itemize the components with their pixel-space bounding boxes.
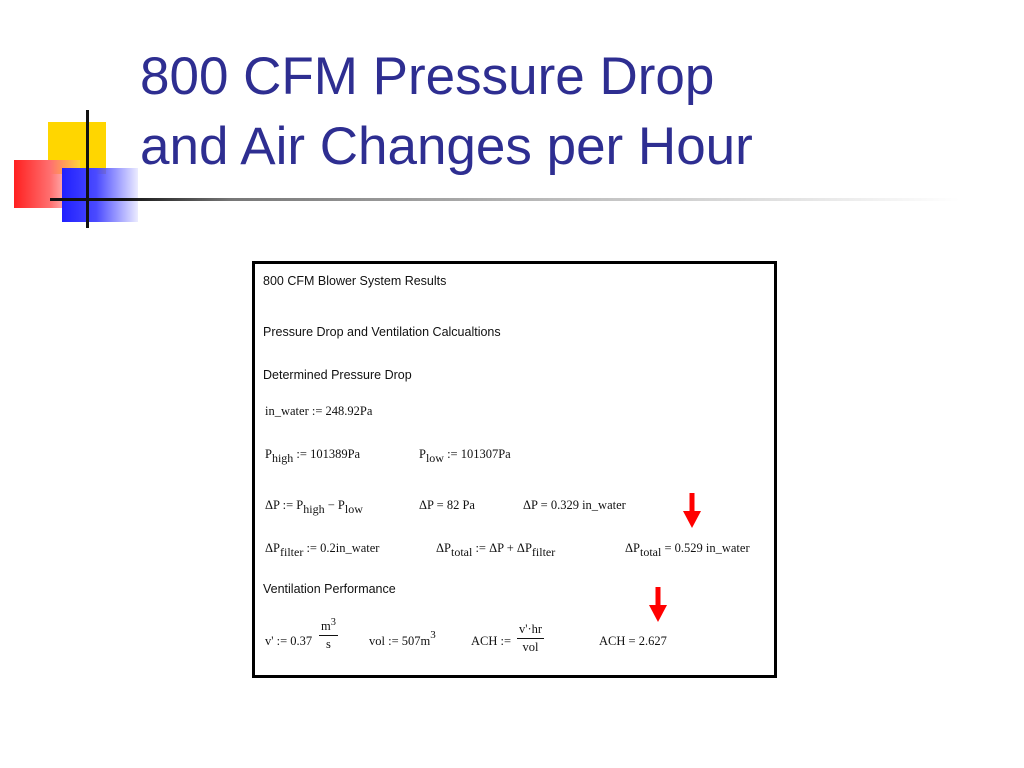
dp-pa-result: ΔP = 82 Pa [419, 498, 475, 512]
vol-definition: vol := 507m3 [369, 630, 436, 649]
ach-definition-lhs: ACH := [471, 634, 512, 648]
p-high-definition: Phigh := 101389Pa [265, 447, 361, 465]
title-underline [50, 198, 960, 201]
v-unit-fraction: m3 s [319, 617, 338, 652]
section-ventilation: Ventilation Performance [263, 582, 396, 596]
ach-denominator: vol [522, 640, 539, 654]
dp-filter-definition: ΔPfilter := 0.2in_water [265, 541, 380, 559]
dp-filter-symbol: ΔP [265, 541, 280, 555]
dp-def-part-a: ΔP := P [265, 498, 304, 512]
dp-filter-subscript: filter [280, 545, 304, 559]
dp-filter-value: := 0.2in_water [303, 541, 380, 555]
in-water-definition: in_water := 248.92Pa [265, 404, 373, 418]
dp-total-definition: ΔPtotal := ΔP + ΔPfilter [436, 541, 556, 559]
title-line-2: and Air Changes per Hour [140, 117, 753, 176]
dp-total-def-sum: := ΔP + ΔP [472, 541, 532, 555]
dp-total-symbol: ΔP [625, 541, 640, 555]
p-low-value: := 101307Pa [443, 447, 511, 461]
section-calculations: Pressure Drop and Ventilation Calcualtio… [263, 325, 501, 339]
dp-def-sub-high: high [303, 502, 325, 516]
vol-value: vol := 507m [369, 634, 431, 648]
dp-def-part-b: − P [324, 498, 345, 512]
dp-def-sub-low: low [344, 502, 363, 516]
dp-total-result: ΔPtotal = 0.529 in_water [625, 541, 750, 559]
p-high-value: := 101389Pa [293, 447, 361, 461]
down-arrow-icon [649, 587, 667, 622]
title-line-1: 800 CFM Pressure Drop [140, 47, 715, 106]
slide-title: 800 CFM Pressure Drop and Air Changes pe… [140, 42, 753, 182]
ach-numerator: v'·hr [517, 622, 545, 639]
p-low-subscript: low [425, 451, 444, 465]
ach-result: ACH = 2.627 [599, 634, 667, 648]
dp-definition: ΔP := Phigh − Plow [265, 498, 363, 516]
dp-total-value: = 0.529 in_water [661, 541, 750, 555]
p-high-subscript: high [271, 451, 294, 465]
p-low-definition: Plow := 101307Pa [419, 447, 511, 465]
ach-fraction: v'·hr vol [517, 622, 545, 655]
dp-total-def-symbol: ΔP [436, 541, 451, 555]
section-pressure-drop: Determined Pressure Drop [263, 368, 412, 382]
panel-heading: 800 CFM Blower System Results [263, 274, 447, 288]
p-high-symbol: P [265, 447, 272, 461]
vertical-rule [86, 110, 89, 228]
dp-total-def-subscript: total [451, 545, 473, 559]
vol-exponent: 3 [430, 629, 436, 641]
down-arrow-icon [683, 493, 701, 528]
v-definition-lhs: v' := 0.37 [265, 634, 313, 648]
p-low-symbol: P [419, 447, 426, 461]
blue-square [62, 168, 138, 222]
results-panel: 800 CFM Blower System Results Pressure D… [252, 261, 777, 678]
v-unit-denominator: s [326, 637, 331, 652]
dp-total-def-filter-subscript: filter [531, 545, 556, 559]
dp-inwater-result: ΔP = 0.329 in_water [523, 498, 626, 512]
corner-decoration [0, 0, 200, 240]
dp-total-subscript: total [640, 545, 662, 559]
v-unit-exponent: 3 [330, 617, 336, 628]
v-unit-m: m [321, 619, 331, 634]
v-unit-numerator: m3 [319, 617, 338, 637]
